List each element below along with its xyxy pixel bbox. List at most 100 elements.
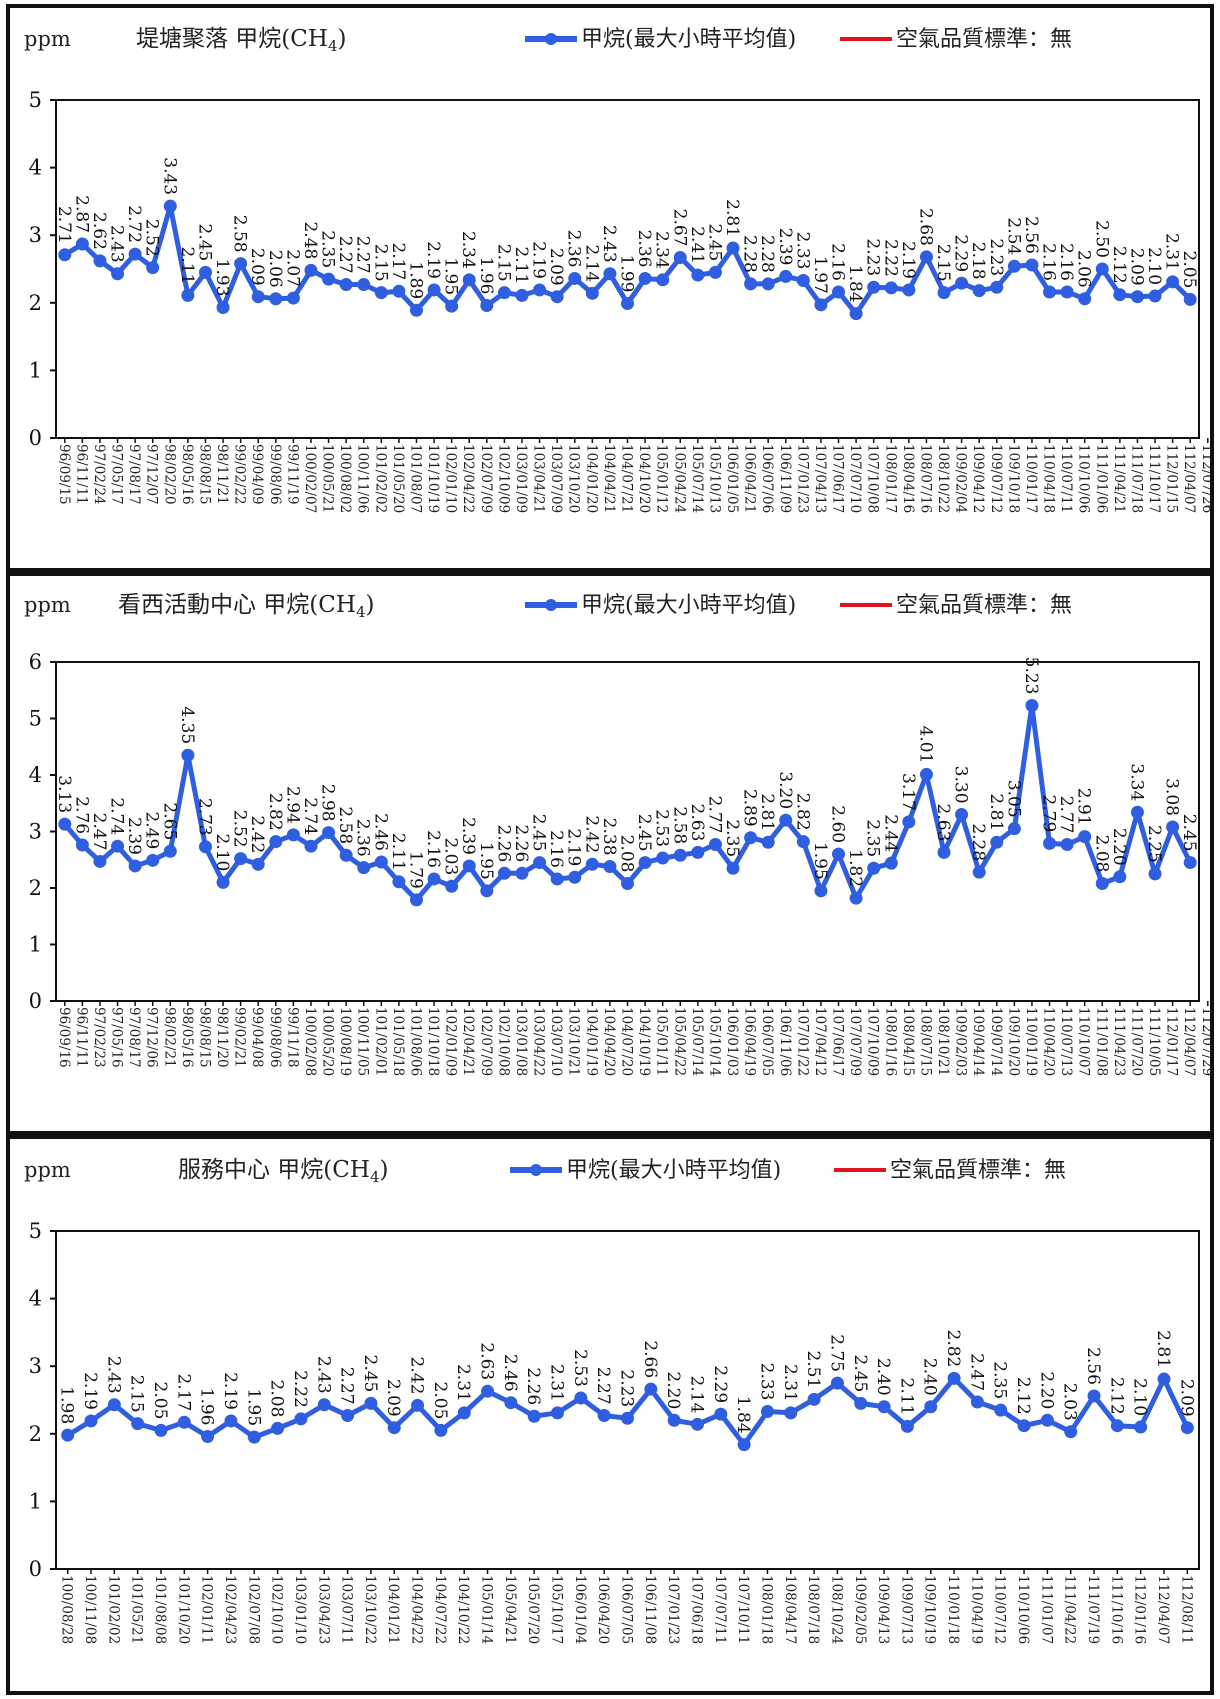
- data-label: 2.68: [915, 208, 935, 246]
- data-point: [708, 265, 722, 279]
- x-tick-label: 96/09/16: [56, 1007, 72, 1068]
- data-point: [409, 893, 423, 907]
- data-point: [621, 1411, 634, 1425]
- data-point: [294, 1412, 308, 1426]
- x-tick-label: 99/04/09: [249, 444, 265, 505]
- x-tick-label: 110/10/06: [1076, 444, 1092, 513]
- x-tick-label: 105/04/22: [671, 1007, 687, 1076]
- chart-title: 看西活動中心 甲烷(CH4): [118, 592, 374, 621]
- data-label: 2.33: [792, 232, 812, 270]
- data-point: [656, 851, 670, 865]
- data-label: 2.43: [103, 1356, 123, 1394]
- data-label: 2.91: [1074, 788, 1094, 826]
- x-tick-label: 107/01/22: [794, 1007, 810, 1076]
- data-point: [1130, 290, 1144, 304]
- data-label: 3.13: [54, 775, 74, 813]
- x-tick-label: 111/10/16: [1108, 1575, 1124, 1644]
- x-tick-label: 107/10/11: [735, 1575, 751, 1644]
- data-point: [462, 859, 476, 873]
- data-label: 2.52: [230, 810, 250, 848]
- data-point: [574, 1391, 588, 1405]
- x-tick-label: 96/11/11: [73, 444, 89, 505]
- data-point: [304, 839, 318, 853]
- data-label: 3.30: [951, 766, 971, 804]
- data-point: [341, 1409, 355, 1423]
- x-tick-label: 110/01/18: [945, 1575, 961, 1644]
- x-tick-label: 110/04/20: [1041, 1007, 1057, 1076]
- data-point: [1043, 285, 1057, 299]
- data-label: 2.16: [546, 830, 566, 868]
- data-label: 2.45: [529, 814, 549, 852]
- x-tick-label: 112/07/29: [1199, 1007, 1210, 1076]
- x-tick-label: 101/10/18: [425, 1007, 441, 1076]
- x-tick-label: 104/04/20: [601, 1007, 617, 1076]
- data-label: 2.62: [89, 212, 109, 250]
- data-label: 2.16: [1039, 243, 1059, 281]
- data-label: 2.07: [282, 249, 302, 287]
- data-label: 2.63: [687, 804, 707, 842]
- x-tick-label: 111/04/22: [1062, 1575, 1078, 1644]
- x-tick-label: 106/07/06: [759, 444, 775, 513]
- data-label: 2.27: [593, 1367, 613, 1405]
- data-label: 2.38: [599, 818, 619, 856]
- data-point: [533, 283, 547, 297]
- data-point: [621, 876, 634, 890]
- x-tick-label: 107/06/17: [830, 444, 846, 513]
- data-point: [181, 748, 195, 762]
- data-point: [877, 1400, 891, 1414]
- x-tick-label: 106/01/03: [724, 1007, 740, 1076]
- data-point: [75, 838, 89, 852]
- x-tick-label: 105/10/17: [549, 1575, 565, 1644]
- x-tick-label: 109/07/14: [988, 1007, 1004, 1076]
- x-tick-label: 99/02/21: [232, 1007, 248, 1068]
- data-point: [955, 808, 969, 822]
- data-point: [533, 856, 547, 870]
- x-tick-label: 107/07/11: [712, 1575, 728, 1644]
- data-label: 2.11: [896, 1378, 916, 1416]
- data-label: 2.40: [920, 1358, 940, 1396]
- data-point: [849, 891, 863, 905]
- x-tick-label: 112/07/26: [1199, 444, 1210, 513]
- data-label: 2.09: [546, 248, 566, 286]
- data-label: 2.05: [150, 1382, 170, 1420]
- data-point: [457, 1406, 471, 1420]
- data-label: 2.19: [220, 1372, 240, 1410]
- x-tick-label: 98/11/20: [214, 1007, 230, 1068]
- x-tick-label: 103/04/21: [531, 444, 547, 513]
- data-point: [884, 281, 898, 295]
- x-tick-label: 97/02/24: [91, 444, 107, 505]
- x-tick-label: 110/10/07: [1076, 1007, 1092, 1076]
- data-point: [761, 277, 775, 291]
- x-tick-label: 107/06/17: [830, 1007, 846, 1076]
- data-label: 2.16: [1056, 243, 1076, 281]
- data-label: 2.22: [290, 1370, 310, 1408]
- data-point: [177, 1415, 191, 1429]
- data-label: 2.18: [968, 242, 988, 280]
- unit-label: ppm: [24, 593, 71, 617]
- data-point: [317, 1398, 331, 1412]
- data-point: [656, 273, 670, 287]
- x-tick-label: 105/04/24: [671, 444, 687, 513]
- data-point: [947, 1371, 961, 1385]
- x-tick-label: 109/04/12: [970, 444, 986, 513]
- data-point: [61, 1428, 75, 1442]
- data-label: 2.35: [318, 230, 338, 268]
- x-tick-label: 98/11/21: [214, 444, 230, 505]
- x-tick-label: 100/02/08: [302, 1007, 318, 1076]
- y-tick-label: 3: [29, 1354, 42, 1378]
- data-point: [1064, 1425, 1078, 1439]
- data-label: 2.47: [89, 813, 109, 851]
- data-point: [58, 248, 72, 262]
- data-label: 2.56: [1083, 1347, 1103, 1385]
- data-label: 2.53: [652, 809, 672, 847]
- data-point: [339, 848, 353, 862]
- data-point: [1183, 856, 1197, 870]
- data-label: 2.39: [458, 817, 478, 855]
- x-tick-label: 107/07/10: [847, 444, 863, 513]
- data-label: 2.94: [282, 786, 302, 824]
- y-tick-label: 1: [29, 933, 42, 957]
- data-point: [269, 292, 283, 306]
- data-label: 2.74: [300, 797, 320, 835]
- data-label: 2.43: [313, 1356, 333, 1394]
- x-tick-label: 112/08/11: [1178, 1575, 1194, 1644]
